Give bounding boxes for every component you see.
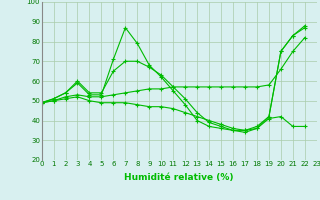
X-axis label: Humidité relative (%): Humidité relative (%) (124, 173, 234, 182)
